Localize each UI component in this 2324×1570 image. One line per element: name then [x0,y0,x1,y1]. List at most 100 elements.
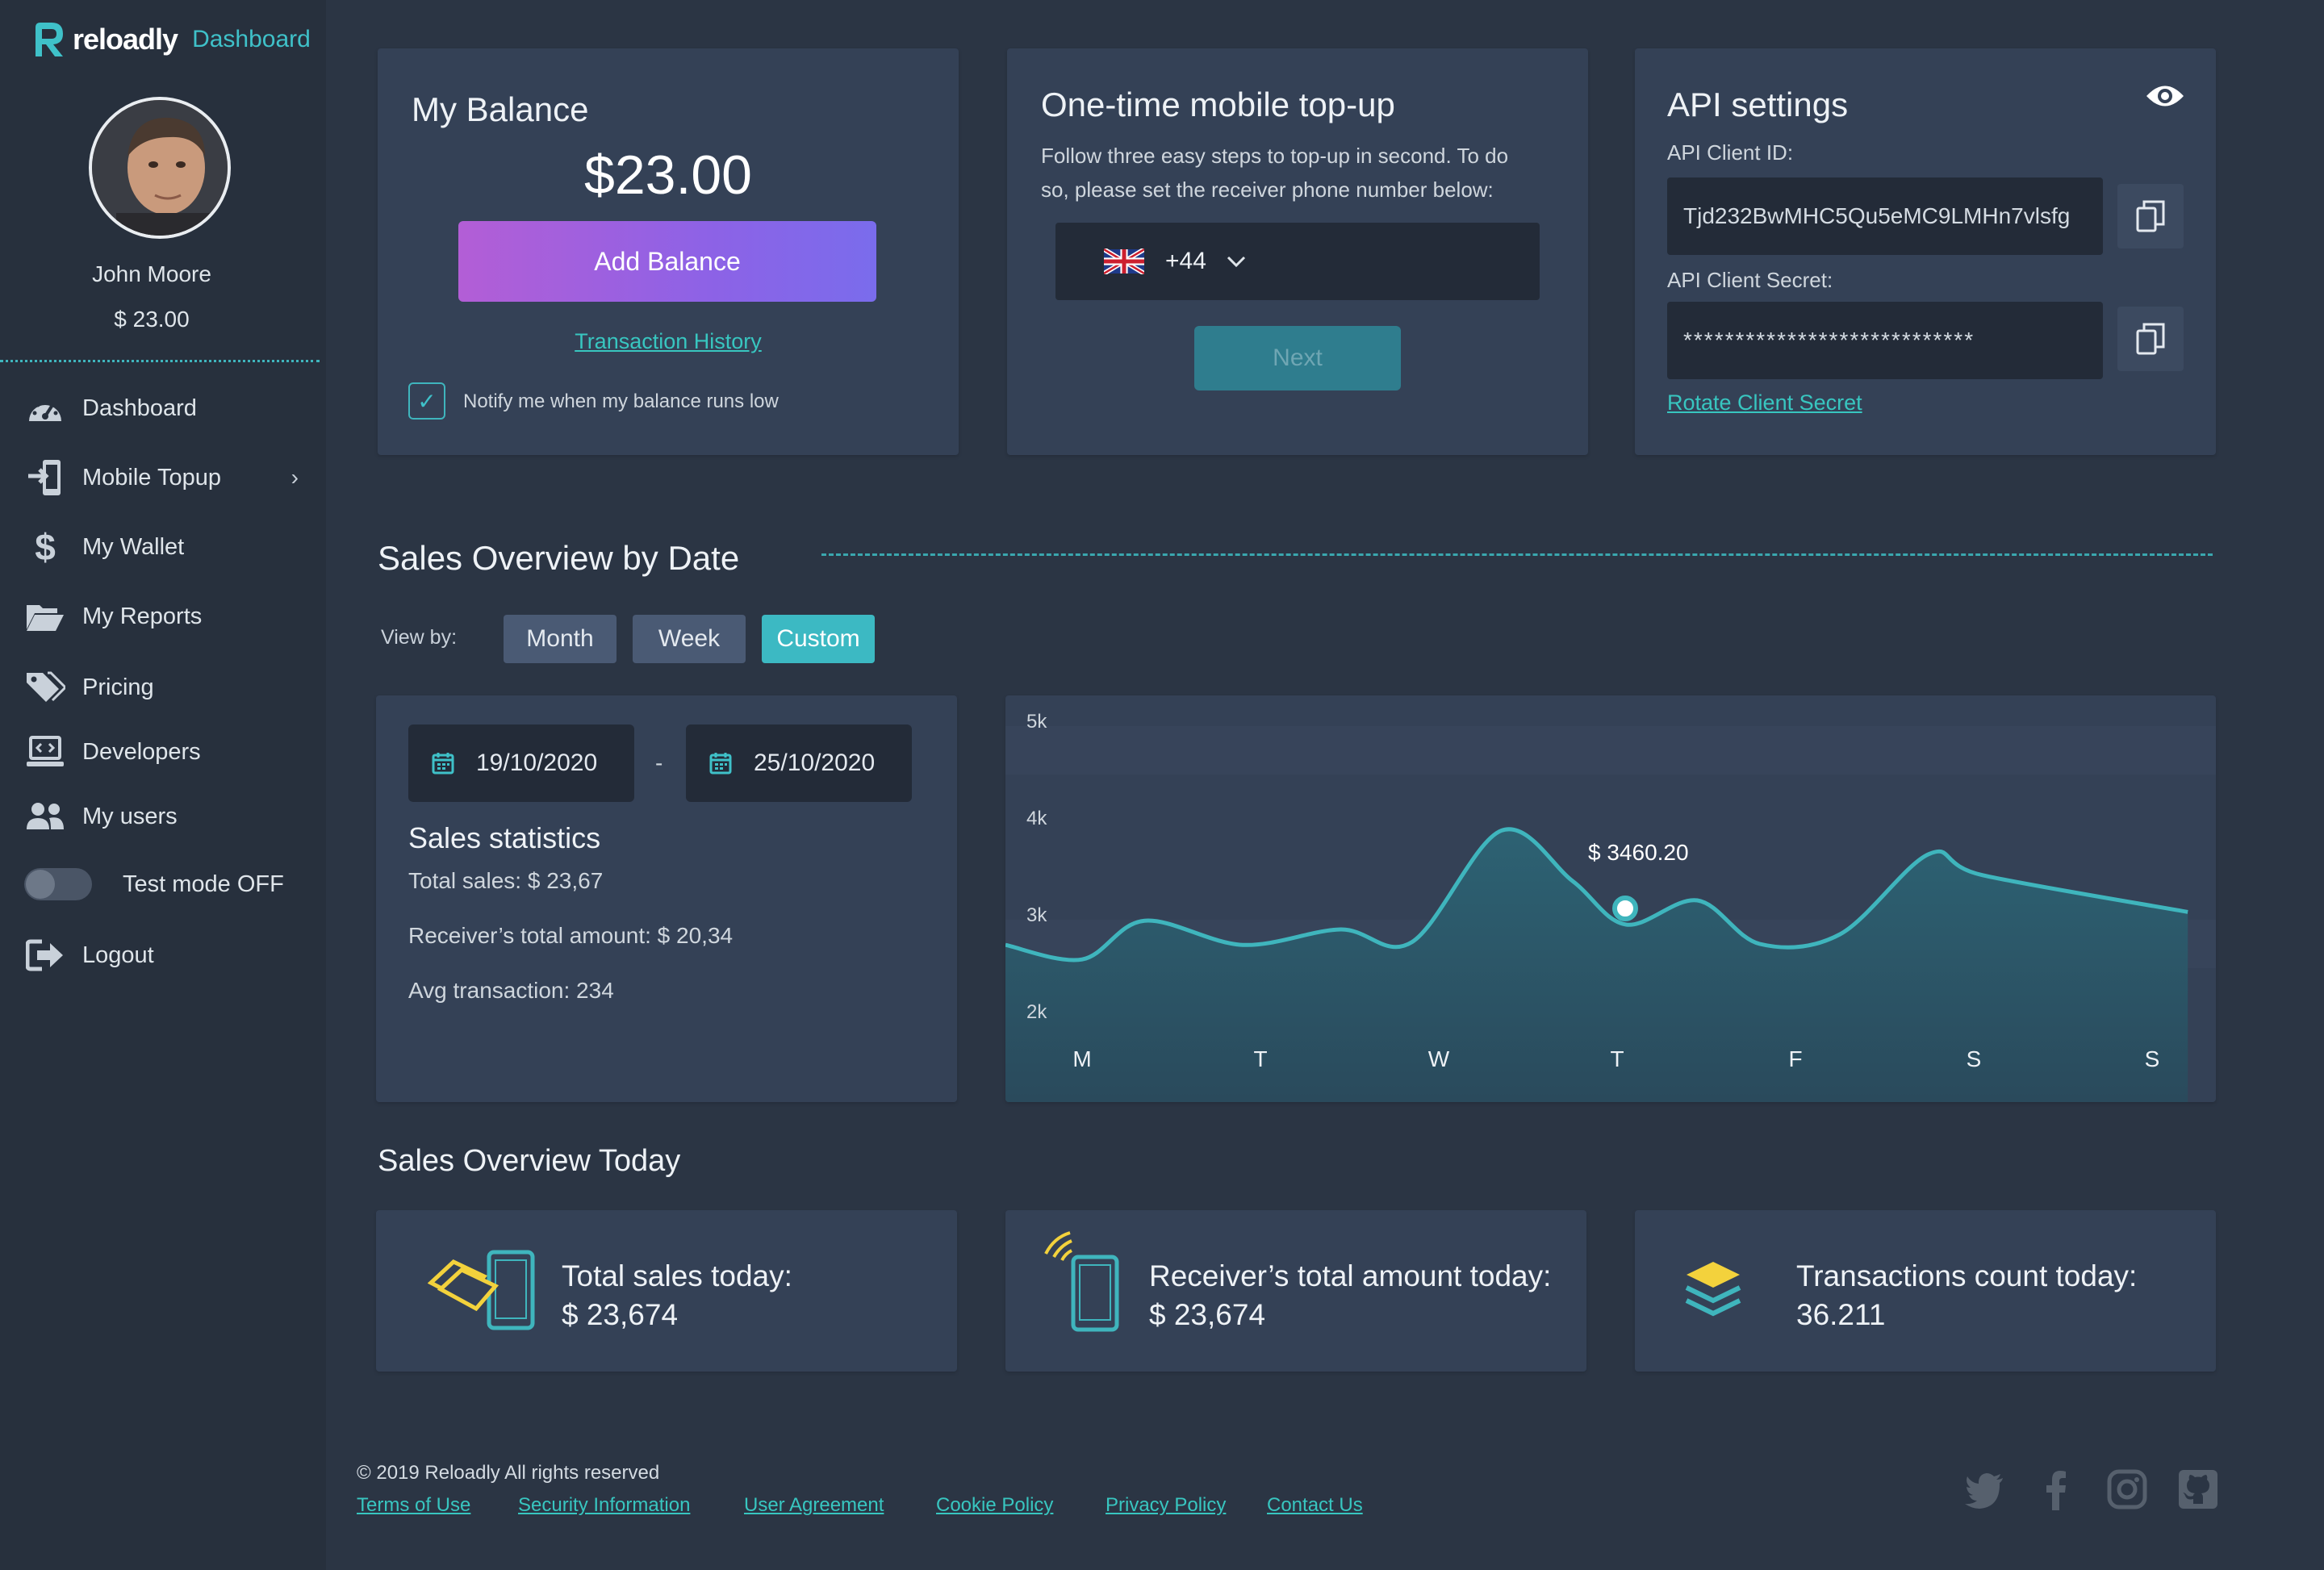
footer-link-terms[interactable]: Terms of Use [357,1494,471,1516]
chart-highlight-point[interactable] [1612,896,1638,921]
balance-title: My Balance [412,90,589,128]
section-divider [821,553,2213,556]
api-title: API settings [1667,86,1849,123]
sidebar-item-label: Developers [82,738,201,765]
client-secret-label: API Client Secret: [1667,268,1833,292]
phone-signal-icon [1044,1231,1119,1332]
chart-y-tick-label: 4k [1026,808,1047,829]
chart-y-tick-label: 2k [1026,1001,1047,1023]
facebook-icon[interactable] [2035,1468,2077,1510]
tab-month[interactable]: Month [504,615,617,663]
chart-highlight-label: $ 3460.20 [1588,840,1689,865]
brand-section: Dashboard [192,26,311,52]
date-from-picker[interactable]: 19/10/2020 [408,724,634,802]
phone-money-icon [428,1250,535,1330]
topup-card: One-time mobile top-up Follow three easy… [1007,48,1588,455]
layers-icon [1685,1262,1741,1317]
test-mode-toggle[interactable]: Test mode OFF [24,860,299,908]
country-code-select[interactable]: +44 [1055,223,1540,300]
footer-link-cookie[interactable]: Cookie Policy [936,1494,1054,1516]
copy-client-secret-button[interactable] [2117,307,2184,371]
sidebar-item-my-users[interactable]: My users [24,792,299,841]
tab-custom[interactable]: Custom [762,615,875,663]
sales-statistics-card: 19/10/2020 - 25/10/2020 Sales statistics… [376,695,957,1102]
github-icon[interactable] [2177,1468,2219,1510]
sales-statistics-title: Sales statistics [408,821,601,854]
users-icon [24,797,66,836]
chart-grid-band [1005,823,2216,871]
kpi-value: 36.211 [1796,1298,1886,1331]
reloadly-logo-icon [36,23,63,56]
copy-client-id-button[interactable] [2117,184,2184,248]
chart-grid-band [1005,726,2216,775]
topup-description-line: Follow three easy steps to top-up in sec… [1041,144,1509,168]
speedometer-icon [24,389,66,428]
toggle-knob [26,870,55,899]
sidebar-item-pricing[interactable]: Pricing [24,663,299,712]
client-id-field[interactable]: Tjd232BwMHC5Qu5eMC9LMHn7vlsfg [1667,177,2103,255]
eye-icon[interactable] [2145,82,2185,110]
sidebar-item-label: My Reports [82,603,203,629]
kpi-total-sales-text: Total sales today: $ 23,674 [562,1257,792,1334]
sales-today-title: Sales Overview Today [378,1144,681,1178]
country-code: +44 [1165,248,1206,274]
date-to-picker[interactable]: 25/10/2020 [686,724,912,802]
sidebar-item-label: My Wallet [82,533,185,560]
tab-week[interactable]: Week [633,615,746,663]
next-button[interactable]: Next [1194,326,1401,390]
sidebar-item-logout[interactable]: Logout [24,931,299,979]
toggle-icon[interactable] [24,868,92,900]
chart-x-tick-label: F [1788,1046,1802,1071]
dollar-icon: $ [35,526,56,568]
chart-x-tick-label: T [1253,1046,1267,1071]
twitter-icon[interactable] [1964,1468,2006,1510]
chart-x-tick-label: S [2145,1046,2160,1071]
add-balance-button[interactable]: Add Balance [458,221,876,302]
date-to-value: 25/10/2020 [754,750,876,776]
sales-chart-card: 5k 4k 3k 2k M T W T F S S $ 3460.20 [1005,695,2216,1102]
sidebar-item-mobile-topup[interactable]: Mobile Topup › [24,453,299,502]
sidebar-item-my-wallet[interactable]: $ My Wallet [24,523,299,571]
copy-icon [2136,323,2165,355]
notify-label: Notify me when my balance runs low [463,390,779,412]
chart-line [1005,827,2188,962]
phone-enter-icon [24,458,66,497]
footer-link-privacy[interactable]: Privacy Policy [1106,1494,1227,1516]
client-secret-field[interactable]: **************************** [1667,302,2103,379]
check-icon: ✓ [417,388,437,414]
folder-open-icon [24,597,66,636]
footer-link-security[interactable]: Security Information [518,1494,691,1516]
logout-icon [24,936,66,975]
topup-description-line: so, please set the receiver phone number… [1041,177,1494,202]
rotate-secret-link[interactable]: Rotate Client Secret [1667,390,1862,415]
chart-y-tick-label: 5k [1026,711,1047,733]
sales-area-chart: 5k 4k 3k 2k M T W T F S S $ 3460.20 [1005,711,2216,1102]
brand-name: reloadly [73,23,178,56]
sidebar-divider [0,360,320,362]
balance-card: My Balance $23.00 Add Balance Transactio… [378,48,959,455]
instagram-icon[interactable] [2106,1468,2148,1510]
notify-checkbox[interactable]: ✓ [408,382,445,420]
footer-link-user-agreement[interactable]: User Agreement [744,1494,884,1516]
sidebar-item-developers[interactable]: Developers [24,728,299,776]
kpi-receiver-total-card: Receiver’s total amount today: $ 23,674 [1005,1210,1586,1372]
laptop-code-icon [24,733,66,771]
sidebar: reloadly Dashboard John Moore $ 23.00 Da… [0,0,326,1570]
chevron-right-icon: › [290,465,299,490]
chart-x-tick-label: S [1967,1046,1982,1071]
sidebar-item-label: Dashboard [82,395,197,421]
calendar-icon [432,753,454,775]
avatar[interactable] [89,97,231,239]
footer-link-contact[interactable]: Contact Us [1267,1494,1363,1516]
kpi-transactions-text: Transactions count today: 36.211 [1796,1257,2137,1334]
user-balance: $ 23.00 [114,307,190,332]
brand-logo[interactable]: reloadly Dashboard [31,19,311,60]
kpi-title: Transactions count today: [1796,1259,2138,1292]
sidebar-item-my-reports[interactable]: My Reports [24,592,299,641]
sidebar-item-dashboard[interactable]: Dashboard [24,384,299,432]
date-separator: - [655,750,663,775]
test-mode-label: Test mode OFF [123,871,284,897]
transaction-history-link[interactable]: Transaction History [575,329,762,353]
calendar-icon [709,753,732,775]
total-sales-stat: Total sales: $ 23,67 [408,868,604,893]
